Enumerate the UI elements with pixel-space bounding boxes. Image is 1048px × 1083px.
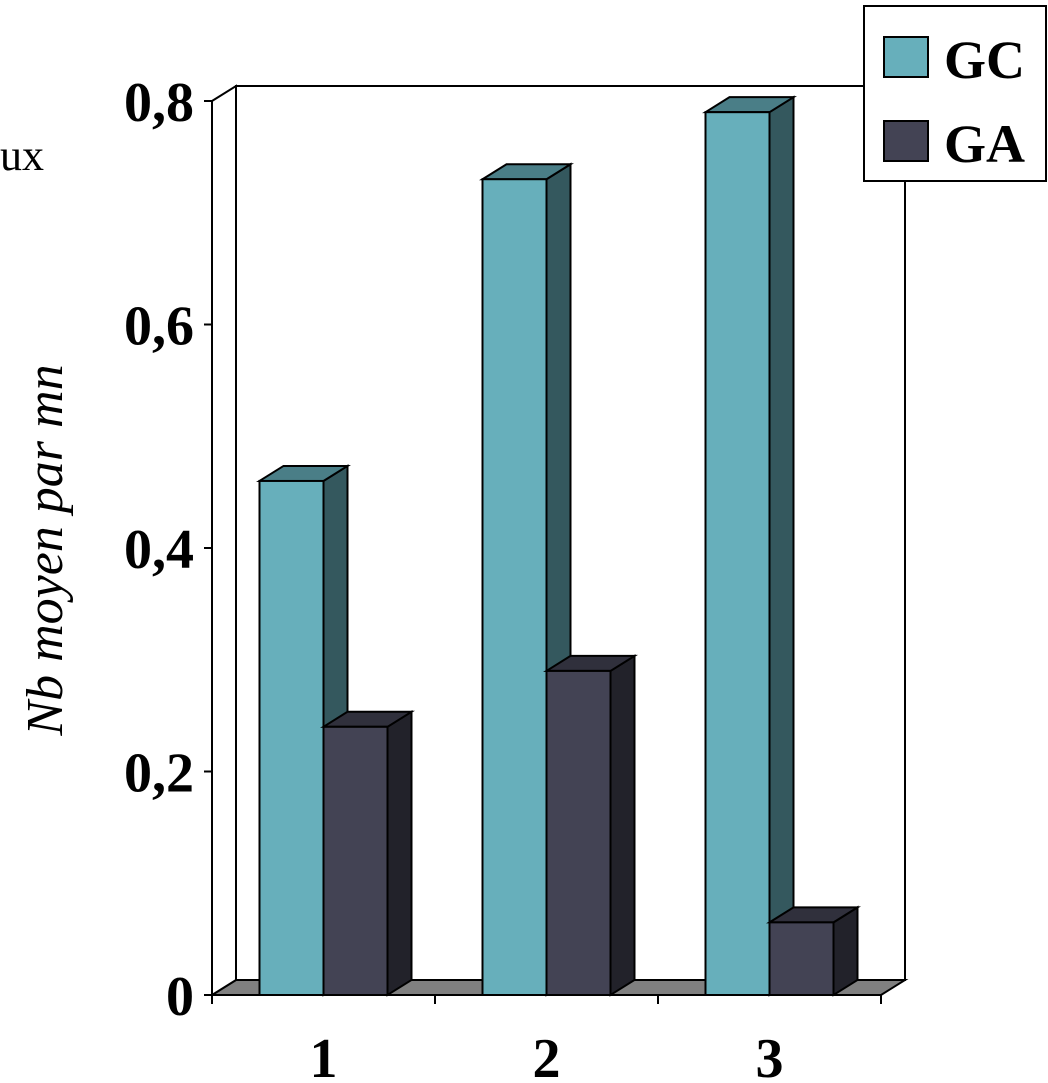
partial-text: ux <box>0 131 44 180</box>
y-tick-label: 0,4 <box>124 519 194 581</box>
y-axis-ticks: 0 0,2 0,4 0,6 0,8 <box>124 72 212 1028</box>
bar-side <box>768 95 795 997</box>
legend: GC GA <box>863 5 1047 182</box>
legend-label-gc: GC <box>944 30 1025 90</box>
y-tick-label: 0 <box>166 966 194 1028</box>
legend-swatch-ga <box>883 120 929 162</box>
legend-swatch-gc <box>883 36 929 78</box>
x-tick-label: 1 <box>310 1028 338 1083</box>
bar-ga-1 <box>320 709 415 997</box>
bar-front <box>545 669 612 996</box>
bar-gc-3 <box>702 95 797 997</box>
legend-label-ga: GA <box>944 114 1025 174</box>
y-tick-label: 0,8 <box>124 72 194 134</box>
bar-side <box>609 654 636 997</box>
bar-front <box>704 111 771 997</box>
bar-side <box>386 709 413 997</box>
bar-ga-2 <box>543 654 638 997</box>
bar-ga-3 <box>766 905 861 997</box>
y-tick-label: 0,2 <box>124 743 194 805</box>
left-wall <box>211 84 237 997</box>
x-tick-label: 3 <box>756 1028 784 1083</box>
y-tick-label: 0,6 <box>124 296 194 358</box>
bars <box>256 95 861 997</box>
bar-front <box>322 725 389 996</box>
bar-front <box>258 479 325 996</box>
x-axis-ticks: 1 2 3 <box>211 995 882 1083</box>
y-axis-title: Nb moyen par mn <box>17 364 74 736</box>
bar-front <box>768 921 835 996</box>
x-tick-label: 2 <box>533 1028 561 1083</box>
bar-front <box>481 178 548 997</box>
